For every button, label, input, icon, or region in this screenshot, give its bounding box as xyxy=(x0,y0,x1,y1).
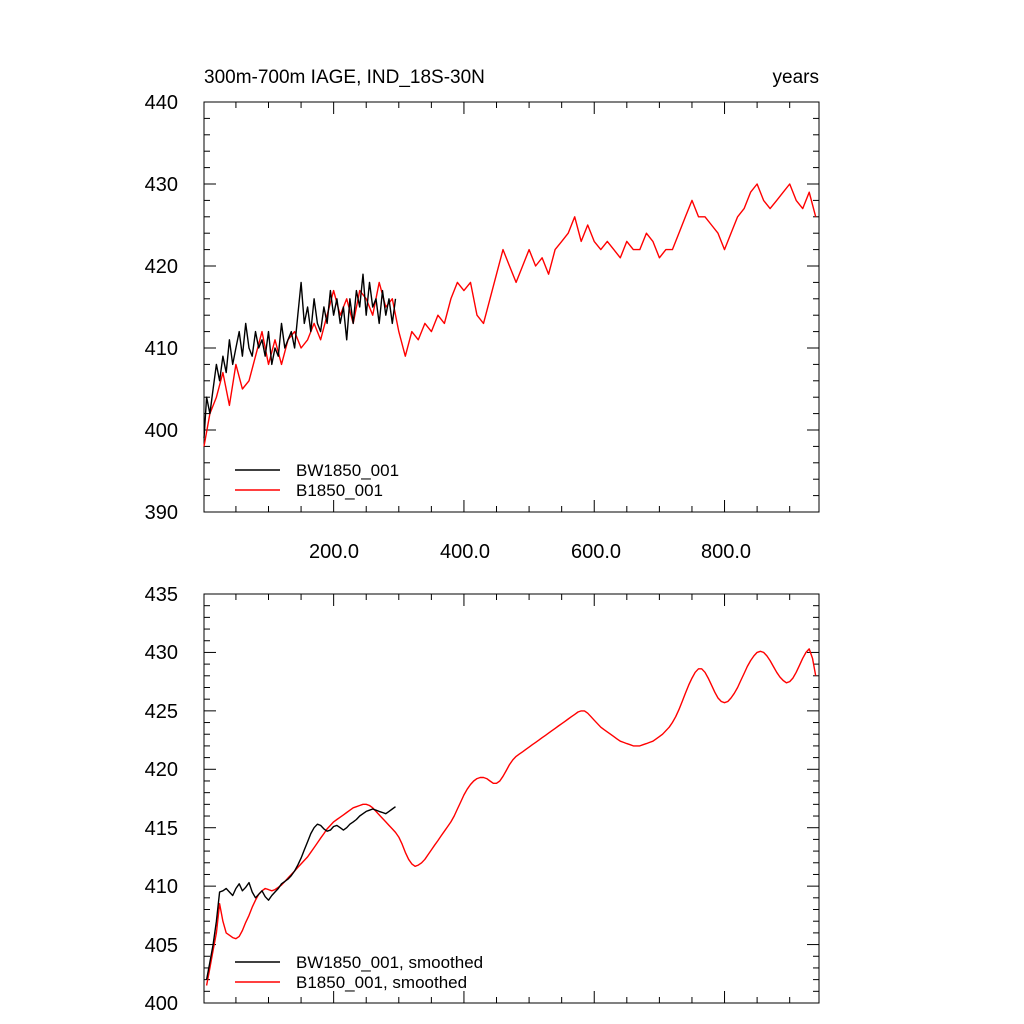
y-tick-label: 400 xyxy=(145,993,178,1015)
y-tick-label: 420 xyxy=(145,759,178,781)
x-tick-label: 800.0 xyxy=(701,541,751,563)
y-tick-label: 420 xyxy=(145,256,178,278)
y-tick-label: 415 xyxy=(145,818,178,840)
y-tick-label: 400 xyxy=(145,420,178,442)
legend-label-bw1850-smoothed: BW1850_001, smoothed xyxy=(296,953,483,972)
series-group-top xyxy=(203,183,817,447)
y-tick-label: 440 xyxy=(145,92,178,114)
legend-top: BW1850_001 B1850_001 xyxy=(235,461,399,500)
legend-label-bw1850: BW1850_001 xyxy=(296,461,399,480)
series-line-bw1850-001-smoothed xyxy=(205,806,396,980)
panel-top-raw: 300m-700m IAGE, IND_18S-30N years 390 40… xyxy=(145,67,820,563)
x-tick-label: 400.0 xyxy=(440,541,490,563)
series-group-bottom xyxy=(205,648,817,986)
series-line-b1850-001 xyxy=(203,183,817,447)
plot-frame-bottom xyxy=(203,593,820,1004)
y-tick-label: 390 xyxy=(145,502,178,524)
y-tick-label: 430 xyxy=(145,642,178,664)
y-tick-label: 430 xyxy=(145,174,178,196)
y-tick-label: 405 xyxy=(145,935,178,957)
series-line-b1850-001-smoothed xyxy=(205,648,817,986)
plot-frame-top xyxy=(203,101,820,513)
panel-bottom-smoothed: 400 405 410 415 420 425 430 435 BW1850_0… xyxy=(145,584,820,1015)
x-axis-ticks-bottom xyxy=(235,594,791,1003)
legend-label-b1850: B1850_001 xyxy=(296,481,383,500)
legend-label-b1850-smoothed: B1850_001, smoothed xyxy=(296,973,467,992)
y-axis-ticks-bottom xyxy=(204,593,819,1004)
legend-bottom: BW1850_001, smoothed B1850_001, smoothed xyxy=(235,953,483,992)
series-line-bw1850-001 xyxy=(203,273,397,439)
chart-title: 300m-700m IAGE, IND_18S-30N xyxy=(204,67,485,88)
y-axis-ticks-top xyxy=(204,101,819,513)
x-tick-label: 200.0 xyxy=(309,541,359,563)
x-tick-label: 600.0 xyxy=(571,541,621,563)
y-tick-label: 435 xyxy=(145,584,178,606)
y-tick-label: 410 xyxy=(145,338,178,360)
chart-title-units: years xyxy=(773,67,819,88)
y-tick-label: 425 xyxy=(145,701,178,723)
y-tick-label: 410 xyxy=(145,876,178,898)
x-axis-ticks-top xyxy=(235,102,791,512)
